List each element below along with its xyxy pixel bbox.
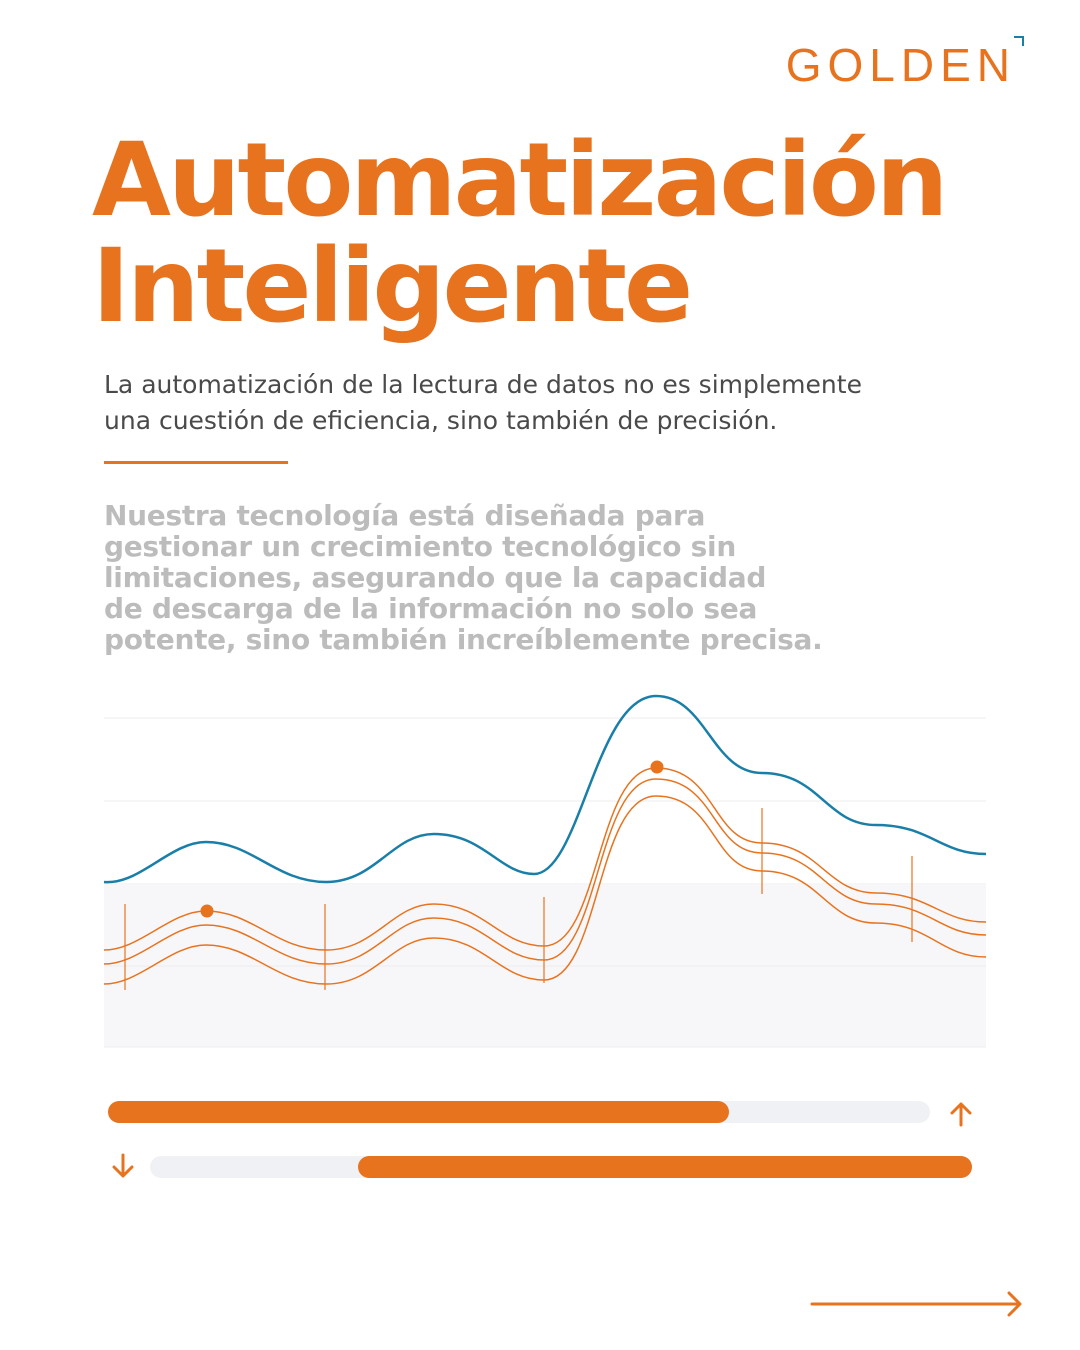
intro-paragraph: La automatización de la lectura de datos… <box>104 367 1004 439</box>
chart-gridlines <box>104 717 986 1048</box>
chart-point-marker <box>650 760 664 774</box>
page-title: Automatización Inteligente <box>92 121 949 346</box>
body-line-5: potente, sino también increíblemente pre… <box>104 623 823 656</box>
title-line-2: Inteligente <box>92 227 693 346</box>
chart-tick-marks <box>124 808 913 990</box>
arrow-right-icon[interactable] <box>810 1290 1026 1318</box>
logo-corner-mark <box>1014 36 1024 46</box>
upload-progress-fill <box>108 1101 729 1123</box>
decorative-wave-chart <box>103 694 987 1048</box>
body-line-2: gestionar un crecimiento tecnológico sin <box>104 530 736 563</box>
chart-orange-lines <box>103 767 987 985</box>
brand-logo: GOLDEN <box>785 36 1024 92</box>
logo-text: GOLDEN <box>785 39 1016 91</box>
chart-blue-line <box>103 694 987 884</box>
intro-line-2: una cuestión de eficiencia, sino también… <box>104 406 778 435</box>
chart-point-marker <box>200 904 214 918</box>
arrow-up-icon <box>950 1102 972 1127</box>
body-paragraph: Nuestra tecnología está diseñada para ge… <box>104 500 1004 655</box>
body-line-1: Nuestra tecnología está diseñada para <box>104 499 706 532</box>
body-line-4: de descarga de la información no solo se… <box>104 592 758 625</box>
title-line-1: Automatización <box>92 121 949 240</box>
download-progress-fill <box>358 1156 972 1178</box>
body-line-3: limitaciones, asegurando que la capacida… <box>104 561 767 594</box>
intro-line-1: La automatización de la lectura de datos… <box>104 370 862 399</box>
section-divider <box>104 461 288 464</box>
arrow-down-icon <box>112 1153 134 1178</box>
